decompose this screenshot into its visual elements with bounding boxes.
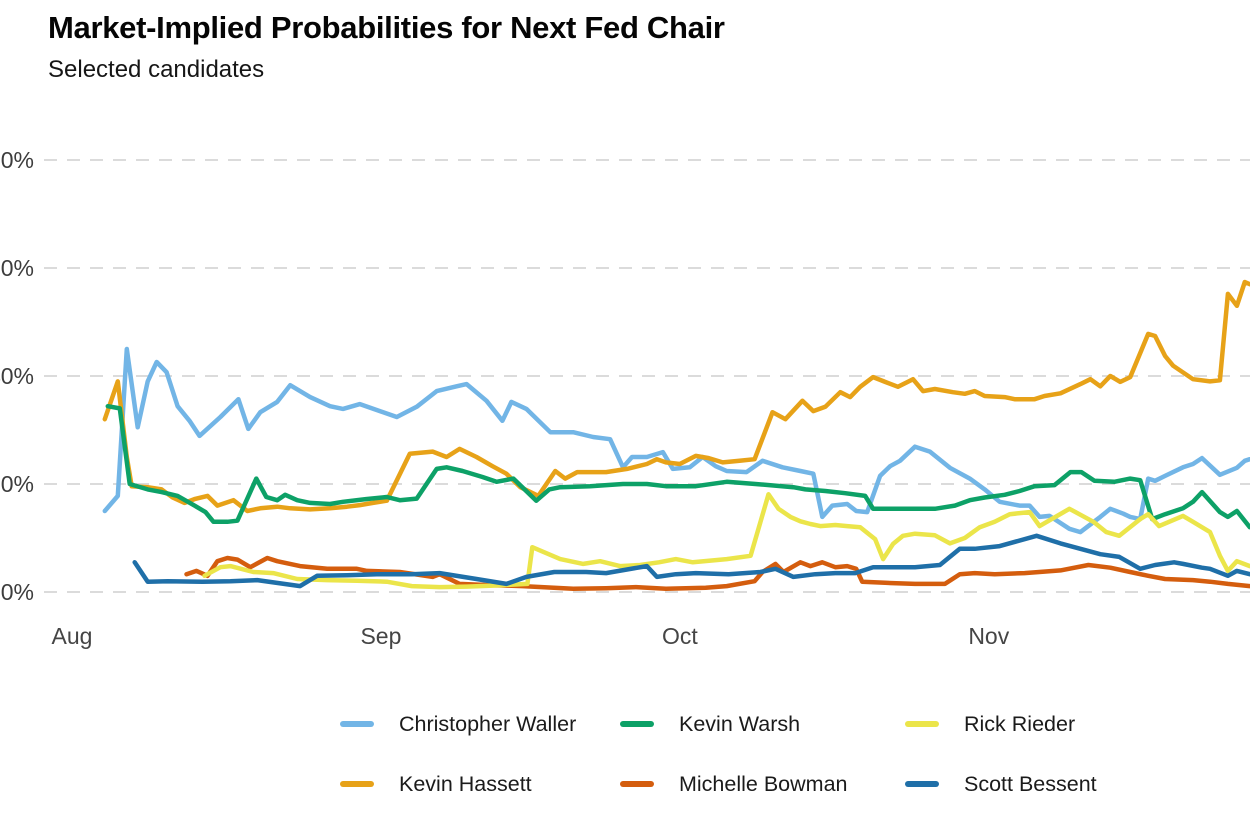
legend-item-kevin-hassett: Kevin Hassett <box>340 754 576 814</box>
legend-label: Michelle Bowman <box>679 771 848 796</box>
x-tick-label-aug: Aug <box>51 623 93 649</box>
legend-label: Christopher Waller <box>399 711 577 736</box>
legend-swatch-icon <box>340 720 374 728</box>
y-tick-label-60: 60% <box>0 255 34 281</box>
legend-column-3: Rick Rieder Scott Bessent <box>905 694 1097 814</box>
legend-column-2: Kevin Warsh Michelle Bowman <box>620 694 847 814</box>
y-tick-label-0: 0% <box>0 579 34 605</box>
y-tick-label-40: 40% <box>0 363 34 389</box>
chart-title: Market-Implied Probabilities for Next Fe… <box>48 10 725 45</box>
chart-subtitle: Selected candidates <box>48 56 265 83</box>
legend-swatch-icon <box>340 780 374 788</box>
legend-swatch-icon <box>905 720 939 728</box>
legend-label: Kevin Warsh <box>679 711 801 736</box>
legend-item-michelle-bowman: Michelle Bowman <box>620 754 847 814</box>
y-tick-label-20: 20% <box>0 471 34 497</box>
legend-item-christopher-waller: Christopher Waller <box>340 694 576 754</box>
legend-item-rick-rieder: Rick Rieder <box>905 694 1097 754</box>
legend-column-1: Christopher Waller Kevin Hassett <box>340 694 576 814</box>
series-line-kevin-warsh <box>105 403 1250 530</box>
series-line-christopher-waller <box>102 346 1250 535</box>
legend-swatch-icon <box>620 780 654 788</box>
legend-item-scott-bessent: Scott Bessent <box>905 754 1097 814</box>
legend-label: Kevin Hassett <box>399 771 532 796</box>
legend-label: Scott Bessent <box>964 771 1097 796</box>
series-line-kevin-hassett <box>102 279 1250 514</box>
series-line-rick-rieder <box>202 492 1250 590</box>
series-line-scott-bessent <box>132 533 1250 589</box>
x-tick-label-oct: Oct <box>661 623 698 649</box>
legend-swatch-icon <box>905 780 939 788</box>
legend-label: Rick Rieder <box>964 711 1076 736</box>
legend-item-kevin-warsh: Kevin Warsh <box>620 694 847 754</box>
legend-swatch-icon <box>620 720 654 728</box>
y-tick-label-80: 80% <box>0 147 34 173</box>
x-tick-label-sep: Sep <box>360 623 402 649</box>
x-tick-label-nov: Nov <box>968 623 1010 649</box>
